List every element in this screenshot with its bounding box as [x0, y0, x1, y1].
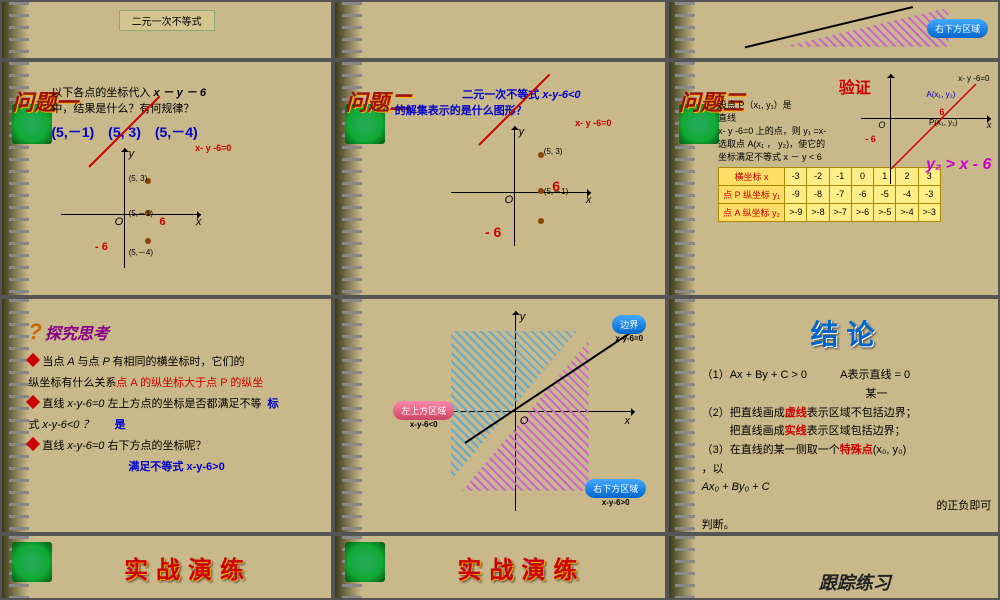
bullet-icon: [26, 437, 40, 451]
x: x: [586, 194, 592, 206]
expr: x-y-6<0: [542, 89, 580, 101]
x: x: [987, 120, 992, 130]
footer-title: 实战演练: [124, 550, 252, 585]
ans: 是: [115, 419, 126, 431]
t: （3）在直线的某一侧取一个: [702, 444, 840, 456]
o: O: [505, 194, 514, 206]
t: 选取点 A(x₁ ， y₂)，使它的: [718, 137, 868, 150]
badge: 右下方区域: [585, 479, 646, 498]
badge: 左上方区域: [393, 401, 454, 420]
p: (5,－1): [129, 208, 153, 219]
t: x- y -6=0 上的点，则 y₁ =x-: [718, 124, 868, 137]
p: (5, 3): [129, 174, 148, 183]
p: (5,－4): [129, 247, 153, 258]
t: 当点: [42, 356, 67, 368]
t: ，以: [702, 463, 724, 475]
p: (5,－1): [544, 186, 568, 197]
t: 标: [267, 398, 278, 410]
t: 满足不等式 x-y-6>0: [28, 457, 324, 478]
eq: x- y -6=0: [195, 143, 231, 153]
o: O: [115, 216, 124, 228]
t: x-y-6<0 ？: [42, 419, 93, 431]
t: （2）把直线画成: [702, 407, 785, 419]
t: 的正负即可: [702, 497, 992, 516]
x: x: [196, 216, 202, 228]
tag: 二元一次不等式: [119, 10, 215, 31]
y: y: [129, 148, 135, 160]
t: 右下方点的坐标呢？: [107, 440, 206, 452]
eq: x- y -6=0: [575, 118, 611, 128]
t: 左上方点的坐标是否都满足不等: [107, 398, 261, 410]
text: 以下各点的坐标代入: [51, 87, 150, 99]
e: x-y-6=0: [612, 334, 646, 343]
a: A(x₁, y₂): [926, 90, 955, 99]
t: 直线: [42, 398, 67, 410]
t: x-y-6=0: [67, 398, 107, 410]
t: （1）Ax + By + C > 0: [702, 369, 807, 381]
t: 某一: [762, 385, 992, 404]
qmark: ?: [28, 319, 41, 344]
e: x-y-6>0: [585, 498, 646, 507]
t: 坐标满足不等式 x － y < 6: [718, 150, 868, 163]
t: 纵坐标有什么关系: [28, 377, 116, 389]
t: (x₀, y₀): [873, 444, 907, 456]
ineq: y₂ > x - 6: [926, 156, 991, 174]
t: 实线: [785, 425, 807, 437]
nsix: - 6: [95, 241, 108, 253]
e: x-y-6<0: [393, 420, 454, 429]
o: O: [878, 120, 885, 130]
t: 有相同的横坐标时，它们的: [112, 356, 244, 368]
t: 的解集表示的是什么图形？: [395, 102, 658, 118]
t: 表示区域不包括边界；: [807, 407, 917, 419]
t: A: [67, 356, 77, 368]
footer-title: 跟踪练习: [819, 569, 891, 595]
explore-title: 探究思考: [45, 326, 109, 343]
t: 与点: [77, 356, 102, 368]
t: P: [102, 356, 112, 368]
p: (5, 3): [544, 147, 563, 156]
t: 把直线画成: [730, 425, 785, 437]
t: 设点 P（x₁, y₁）是: [718, 98, 868, 111]
region-label: 右下方区域: [927, 19, 988, 38]
t: 点 A 的纵坐标大于点 P 的纵坐: [116, 377, 263, 389]
p: P(x₁, y₁): [929, 118, 958, 127]
t: 直线: [718, 111, 868, 124]
badge: 边界: [612, 315, 646, 334]
expr: x － y － 6: [153, 87, 206, 99]
t: 式: [28, 419, 42, 431]
t: A表示直线 = 0: [840, 369, 910, 381]
t: 直线: [42, 440, 67, 452]
t: x-y-6=0: [67, 440, 107, 452]
t: Ax₀ + By₀ + C: [702, 481, 770, 493]
bullet-icon: [26, 353, 40, 367]
footer-title: 实战演练: [457, 550, 585, 585]
n: - 6: [865, 134, 876, 144]
bullet-icon: [26, 395, 40, 409]
n: 6: [939, 107, 944, 117]
conclusion-title: 结论: [702, 311, 992, 359]
six: 6: [159, 216, 165, 228]
points: (5,－1) (5, 3) (5,－4): [51, 122, 324, 142]
y: y: [519, 126, 525, 138]
t: 虚线: [785, 407, 807, 419]
t: 判断。: [702, 516, 992, 534]
y: y: [520, 311, 526, 323]
t: 特殊点: [840, 444, 873, 456]
t: 表示区域包括边界；: [807, 425, 906, 437]
x: x: [625, 415, 631, 427]
text: 中，结果是什么？有何规律？: [51, 100, 324, 116]
o: O: [520, 415, 529, 427]
nsix: - 6: [485, 224, 501, 240]
